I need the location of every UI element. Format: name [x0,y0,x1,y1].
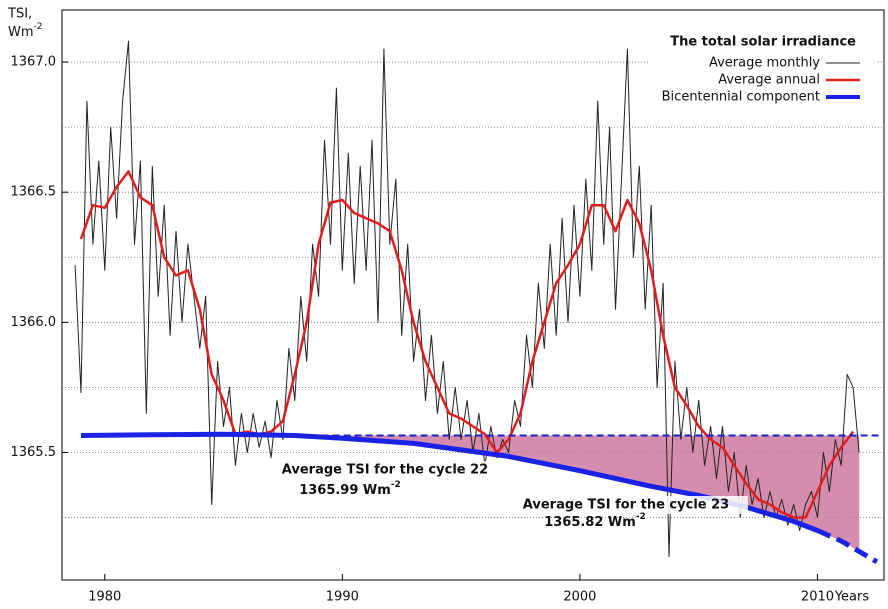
unit: Wm [8,25,34,40]
value: 1365.82 Wm [544,515,636,530]
value-exp: -2 [636,512,646,522]
value-exp: -2 [391,480,401,490]
series-line [74,40,860,558]
plot-frame [61,9,885,581]
annotation-bg [504,496,748,514]
y-tick-label: 1365.5 [11,445,57,460]
annotation-value: 1365.99 Wm-2 [299,480,401,498]
y-tick-label: 1366.0 [11,315,57,330]
shaded-area [299,435,860,552]
unit-exp: -2 [34,22,43,32]
legend-label: Average annual [718,73,820,88]
legend-bg [648,30,878,106]
legend-label: Average monthly [709,56,820,71]
y-axis-unit: Wm-2 [8,22,43,40]
annotation-bg [263,461,507,479]
y-tick-label: 1366.5 [11,185,57,200]
annotation-value: 1365.82 Wm-2 [544,512,646,530]
x-tick-label: 1980 [88,590,121,605]
series-line [816,528,879,564]
legend-title: The total solar irradiance [670,35,856,50]
x-tick-label: 1990 [326,590,359,605]
x-tick-label: 2010 [801,590,834,605]
annotation: Average TSI for the cycle 23 [523,498,729,513]
x-axis-label: Years [834,590,870,605]
x-tick-label: 2000 [563,590,596,605]
legend-label: Bicentennial component [662,90,820,105]
annotation: Average TSI for the cycle 22 [282,463,488,478]
y-tick-label: 1367.0 [11,55,57,70]
y-axis-label: TSI, [7,7,32,22]
value: 1365.99 Wm [299,483,391,498]
series-line [79,170,855,519]
